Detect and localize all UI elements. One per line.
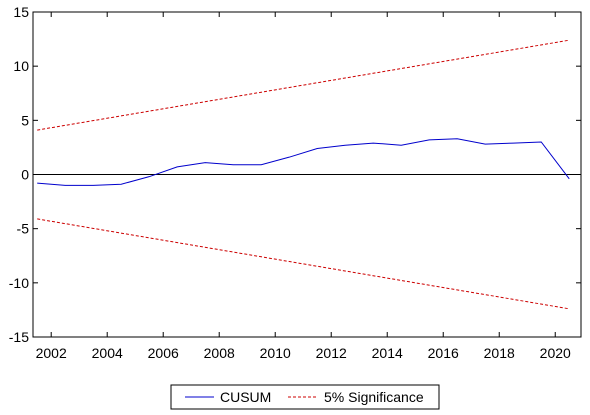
x-tick-label: 2014 (372, 345, 403, 361)
x-tick-label: 2012 (316, 345, 347, 361)
x-axis-ticks: 2002 2004 2006 2008 2010 2012 2014 2016 2018 2020 (36, 12, 571, 361)
series-layer (37, 39, 570, 310)
y-tick-label: -5 (17, 221, 30, 237)
y-tick-label: 15 (13, 4, 29, 20)
y-tick-label: -10 (9, 275, 29, 291)
x-tick-label: 2010 (260, 345, 291, 361)
x-tick-label: 2020 (540, 345, 571, 361)
cusum-line (37, 138, 570, 186)
lower-significance-line (37, 218, 570, 310)
legend-label-significance: 5% Significance (324, 389, 424, 405)
x-tick-label: 2018 (484, 345, 515, 361)
legend-label-cusum: CUSUM (220, 389, 271, 405)
upper-significance-line (37, 39, 570, 131)
x-tick-label: 2002 (36, 345, 67, 361)
y-tick-label: 0 (21, 167, 29, 183)
x-tick-label: 2016 (428, 345, 459, 361)
x-tick-label: 2004 (92, 345, 123, 361)
x-tick-label: 2008 (204, 345, 235, 361)
legend: CUSUM 5% Significance (170, 384, 440, 410)
y-tick-label: 10 (13, 58, 29, 74)
y-tick-label: -15 (9, 329, 29, 345)
y-tick-label: 5 (21, 112, 29, 128)
x-tick-label: 2006 (148, 345, 179, 361)
